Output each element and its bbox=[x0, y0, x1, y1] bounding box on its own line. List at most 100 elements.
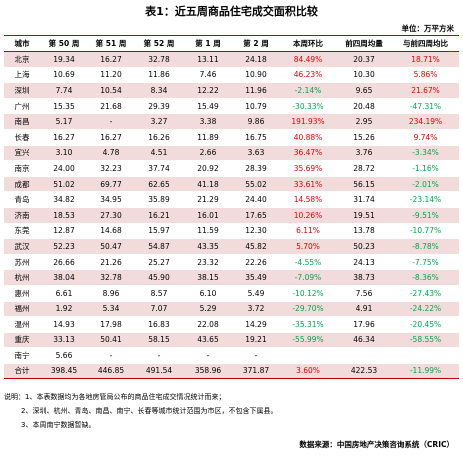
vs-avg-cell: -24.22% bbox=[392, 301, 459, 318]
week2-cell: 55.02 bbox=[232, 176, 280, 193]
avg4-cell: 46.34 bbox=[336, 332, 392, 349]
week50-cell: 6.61 bbox=[40, 285, 88, 302]
avg4-cell: 15.26 bbox=[336, 129, 392, 146]
week1-cell: 21.29 bbox=[184, 191, 232, 208]
week2-cell: 24.18 bbox=[232, 51, 280, 68]
week2-cell: 22.26 bbox=[232, 254, 280, 271]
city-cell: 南宁 bbox=[4, 347, 40, 364]
note-1: 说明：1、本表数据均为各地房管局公布的商品住宅成交情况统计而来； bbox=[4, 393, 226, 401]
table-row: 宜兴 3.10 4.78 4.51 2.66 3.63 36.47% 3.76 -3.34% bbox=[4, 145, 459, 162]
wow-cell bbox=[280, 347, 336, 364]
week2-cell: 11.96 bbox=[232, 82, 280, 99]
city-cell: 青岛 bbox=[4, 191, 40, 208]
week51-cell: 17.98 bbox=[88, 316, 134, 333]
note-3: 3、本周南宁数据暂缺。 bbox=[21, 421, 96, 429]
wow-cell: 10.26% bbox=[280, 207, 336, 224]
avg4-cell: 56.15 bbox=[336, 176, 392, 193]
wow-cell: -10.12% bbox=[280, 285, 336, 302]
week51-cell: 50.47 bbox=[88, 238, 134, 255]
week1-cell: 12.22 bbox=[184, 82, 232, 99]
vs-avg-cell: -2.01% bbox=[392, 176, 459, 193]
week52-cell: 8.34 bbox=[134, 82, 184, 99]
week50-cell: 26.66 bbox=[40, 254, 88, 271]
table-row: 深圳 7.74 10.54 8.34 12.22 11.96 -2.14% 9.65 21.67… bbox=[4, 82, 459, 99]
week1-cell: 38.15 bbox=[184, 269, 232, 286]
week2-cell: 14.29 bbox=[232, 316, 280, 333]
table-row: 济南 18.53 27.30 16.21 16.01 17.65 10.26% 19.51 -9… bbox=[4, 207, 459, 224]
table-row: 南昌 5.17-3.27 3.38 9.86 191.93% 2.95 234.19% bbox=[4, 113, 459, 130]
week1-cell: 22.08 bbox=[184, 316, 232, 333]
header-cell-vs-avg: 与前四周均比 bbox=[392, 35, 459, 52]
vs-avg-cell: -1.16% bbox=[392, 160, 459, 177]
city-cell: 南京 bbox=[4, 160, 40, 177]
avg4-cell: 38.73 bbox=[336, 269, 392, 286]
week50-cell: 19.34 bbox=[40, 51, 88, 68]
week50-cell: 38.04 bbox=[40, 269, 88, 286]
week1-cell: 41.18 bbox=[184, 176, 232, 193]
city-cell: 济南 bbox=[4, 207, 40, 224]
wow-cell: 40.88% bbox=[280, 129, 336, 146]
wow-cell: 3.60% bbox=[280, 362, 336, 379]
avg4-cell: 20.37 bbox=[336, 51, 392, 68]
city-cell: 广州 bbox=[4, 98, 40, 115]
week50-cell: 3.10 bbox=[40, 145, 88, 162]
vs-avg-cell: -47.31% bbox=[392, 98, 459, 115]
week2-cell: 371.87 bbox=[232, 362, 280, 379]
data-source: 数据来源：中国房地产决策咨询系统（CRIC） bbox=[299, 440, 454, 449]
week1-cell: - bbox=[184, 347, 232, 364]
week51-cell: 21.68 bbox=[88, 98, 134, 115]
avg4-cell: 20.48 bbox=[336, 98, 392, 115]
week1-cell: 11.59 bbox=[184, 223, 232, 240]
vs-avg-cell: -11.99% bbox=[392, 362, 459, 379]
wow-cell: -35.31% bbox=[280, 316, 336, 333]
week52-cell: 4.51 bbox=[134, 145, 184, 162]
table-row: 杭州 38.04 32.78 45.90 38.15 35.49 -7.09% 38.73 -8… bbox=[4, 269, 459, 286]
avg4-cell: 13.78 bbox=[336, 223, 392, 240]
week2-cell: 19.21 bbox=[232, 332, 280, 349]
header-cell-city: 城市 bbox=[4, 35, 40, 52]
week51-cell: 69.77 bbox=[88, 176, 134, 193]
wow-cell: -30.33% bbox=[280, 98, 336, 115]
unit-label: 单位：万平方米 bbox=[401, 24, 455, 33]
week52-cell: 58.15 bbox=[134, 332, 184, 349]
city-cell: 武汉 bbox=[4, 238, 40, 255]
wow-cell: -29.70% bbox=[280, 301, 336, 318]
week2-cell: 5.49 bbox=[232, 285, 280, 302]
vs-avg-cell: -7.75% bbox=[392, 254, 459, 271]
week50-cell: 1.92 bbox=[40, 301, 88, 318]
table-row: 成都 51.02 69.77 62.65 41.18 55.02 33.61% 56.15 -2… bbox=[4, 176, 459, 193]
week1-cell: 20.92 bbox=[184, 160, 232, 177]
week50-cell: 15.35 bbox=[40, 98, 88, 115]
avg4-cell: 31.74 bbox=[336, 191, 392, 208]
table-title: 表1：近五周商品住宅成交面积比较 bbox=[145, 5, 318, 18]
table-row: 苏州 26.66 21.26 25.27 23.32 22.26 -4.55% 24.13 -7… bbox=[4, 254, 459, 271]
vs-avg-cell: -27.43% bbox=[392, 285, 459, 302]
avg4-cell: 10.30 bbox=[336, 67, 392, 84]
week50-cell: 12.87 bbox=[40, 223, 88, 240]
week51-cell: 11.20 bbox=[88, 67, 134, 84]
vs-avg-cell: -8.36% bbox=[392, 269, 459, 286]
week2-cell: 9.86 bbox=[232, 113, 280, 130]
week52-cell: 45.90 bbox=[134, 269, 184, 286]
city-cell: 北京 bbox=[4, 51, 40, 68]
vs-avg-cell: 21.67% bbox=[392, 82, 459, 99]
wow-cell: 6.11% bbox=[280, 223, 336, 240]
week51-cell: 446.85 bbox=[88, 362, 134, 379]
week51-cell: 32.23 bbox=[88, 160, 134, 177]
header-cell-week50: 第 50 周 bbox=[40, 35, 88, 52]
vs-avg-cell: -20.45% bbox=[392, 316, 459, 333]
week51-cell: 5.34 bbox=[88, 301, 134, 318]
city-cell: 成都 bbox=[4, 176, 40, 193]
week51-cell: 27.30 bbox=[88, 207, 134, 224]
header-cell-week51: 第 51 周 bbox=[88, 35, 134, 52]
week52-cell: 37.74 bbox=[134, 160, 184, 177]
week2-cell: 12.30 bbox=[232, 223, 280, 240]
week2-cell: 10.90 bbox=[232, 67, 280, 84]
city-cell: 重庆 bbox=[4, 332, 40, 349]
wow-cell: 84.49% bbox=[280, 51, 336, 68]
total-row: 合计 398.45 446.85 491.54 358.96 371.87 3.60% 422… bbox=[4, 362, 459, 379]
week52-cell: 11.86 bbox=[134, 67, 184, 84]
city-cell: 杭州 bbox=[4, 269, 40, 286]
vs-avg-cell: -9.51% bbox=[392, 207, 459, 224]
week2-cell: 28.39 bbox=[232, 160, 280, 177]
